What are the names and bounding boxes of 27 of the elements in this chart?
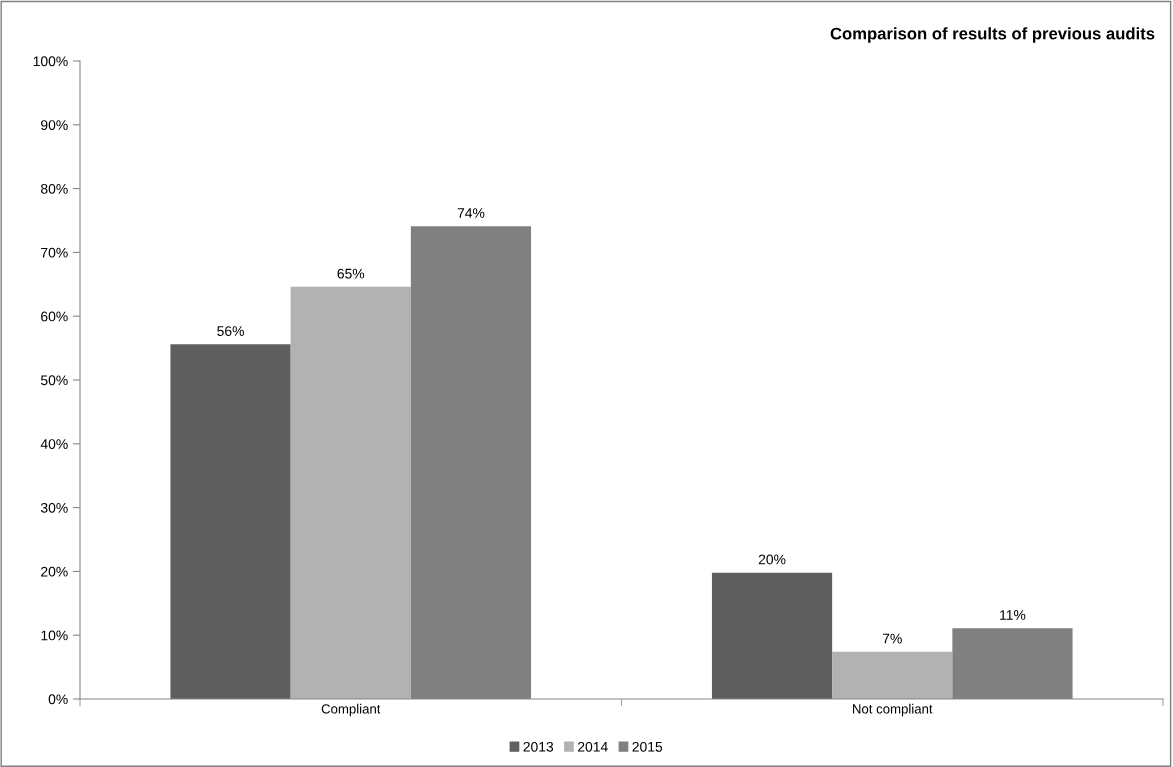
data-label: 11%	[1000, 610, 1026, 620]
y-tick-label: 10%	[41, 630, 68, 641]
y-tick-label: 100%	[33, 56, 68, 67]
data-label: 56%	[217, 326, 244, 336]
y-tick-label: 60%	[41, 311, 68, 322]
x-tick-label: Compliant	[321, 703, 381, 717]
bar	[290, 286, 411, 699]
y-tick-label: 70%	[41, 247, 68, 258]
legend-label: 2015	[632, 741, 663, 752]
y-tick-label: 90%	[41, 120, 68, 130]
legend-label: 2013	[523, 741, 554, 752]
y-tick-label: 0%	[48, 694, 68, 705]
y-tick-label: 80%	[41, 183, 68, 194]
bar	[711, 572, 833, 699]
data-label: 7%	[882, 633, 902, 644]
bar	[832, 651, 953, 699]
y-tick-label: 50%	[40, 375, 68, 386]
y-tick-label: 40%	[40, 439, 68, 449]
data-label: 74%	[457, 208, 485, 218]
legend-label: 2014	[578, 741, 608, 752]
bar	[170, 344, 291, 699]
data-label: 20%	[758, 554, 786, 565]
x-tick-label: Not compliant	[853, 703, 933, 717]
data-label: 65%	[337, 268, 365, 279]
y-tick-label: 30%	[40, 502, 68, 513]
chart-title: Comparison of results of previous audits	[830, 27, 1155, 43]
y-tick-label: 20%	[41, 566, 68, 577]
